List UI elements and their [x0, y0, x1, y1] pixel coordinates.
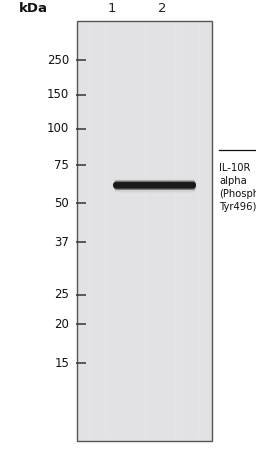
Text: 75: 75: [54, 159, 69, 172]
Bar: [174, 23, 176, 439]
Text: 250: 250: [47, 54, 69, 67]
Bar: [129, 23, 131, 439]
Text: 20: 20: [54, 318, 69, 331]
Text: 100: 100: [47, 122, 69, 135]
Text: 1: 1: [107, 2, 116, 15]
Bar: [77, 21, 212, 441]
Bar: [180, 23, 182, 439]
Bar: [173, 23, 176, 439]
Bar: [177, 23, 179, 439]
Text: IL-10R
alpha
(Phospho-
Tyr496): IL-10R alpha (Phospho- Tyr496): [219, 163, 256, 212]
Bar: [103, 23, 105, 439]
Bar: [89, 23, 91, 439]
Text: 150: 150: [47, 88, 69, 101]
Bar: [145, 23, 147, 439]
Bar: [198, 23, 200, 439]
Bar: [115, 23, 117, 439]
Bar: [142, 23, 144, 439]
Bar: [135, 23, 137, 439]
Bar: [165, 23, 167, 439]
Bar: [204, 23, 206, 439]
Text: 2: 2: [158, 2, 167, 15]
Bar: [145, 23, 146, 439]
Bar: [198, 23, 200, 439]
Text: 25: 25: [54, 288, 69, 301]
Bar: [201, 23, 203, 439]
Text: 50: 50: [54, 197, 69, 210]
Text: 15: 15: [54, 357, 69, 370]
Text: kDa: kDa: [19, 2, 48, 15]
Bar: [106, 23, 108, 439]
Text: 37: 37: [54, 236, 69, 249]
